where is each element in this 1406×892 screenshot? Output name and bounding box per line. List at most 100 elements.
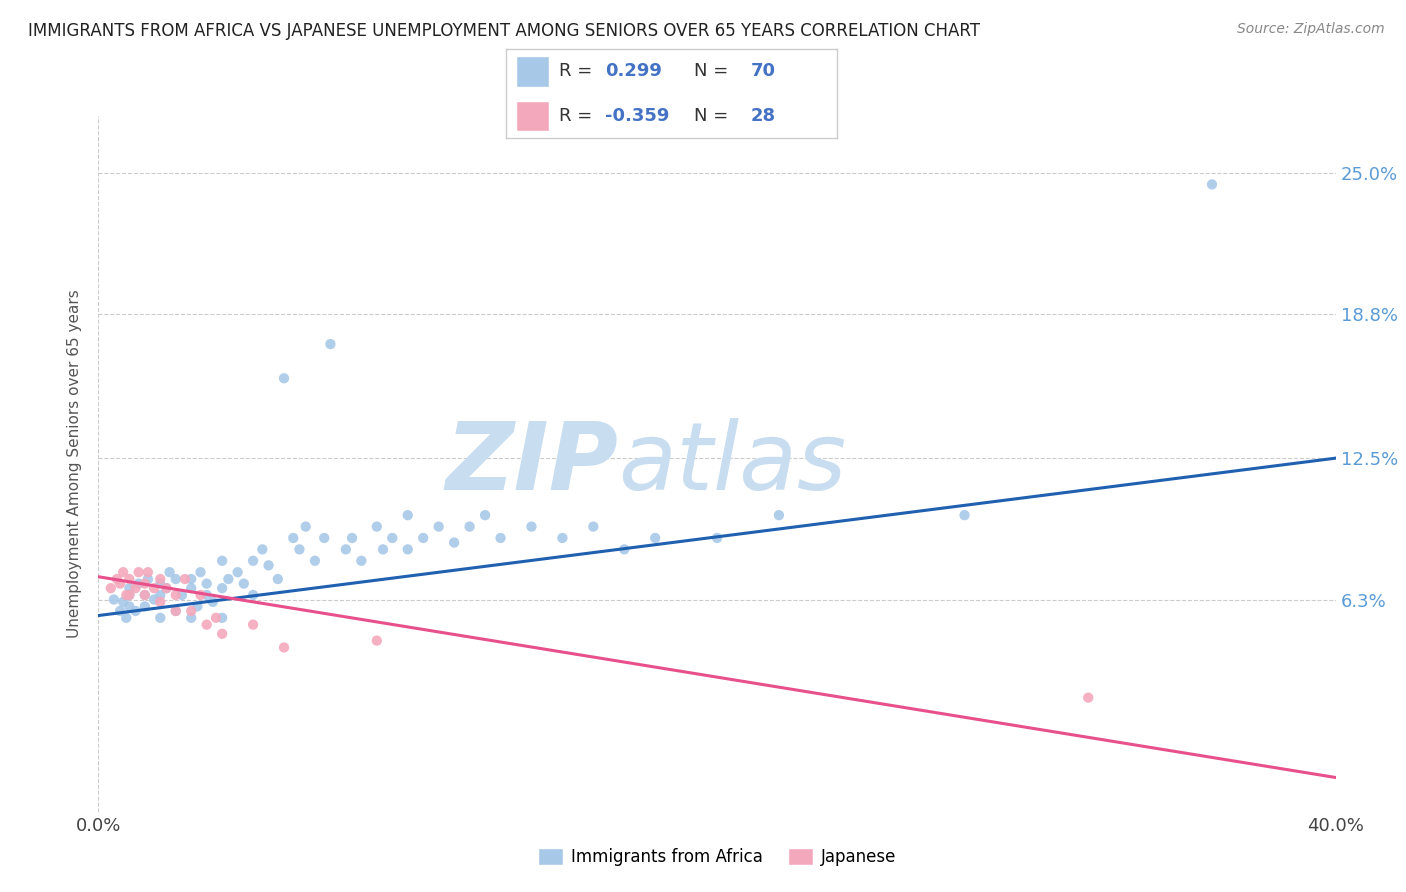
Point <box>180 611 202 625</box>
Point <box>551 531 574 545</box>
Point <box>103 592 125 607</box>
Point <box>294 519 316 533</box>
Text: R =: R = <box>560 62 598 80</box>
Point <box>1077 690 1099 705</box>
Text: atlas: atlas <box>619 418 846 509</box>
Point <box>195 617 218 632</box>
Point <box>319 337 342 351</box>
Text: R =: R = <box>560 107 598 125</box>
Point <box>211 611 233 625</box>
Point <box>112 595 135 609</box>
Text: N =: N = <box>695 107 734 125</box>
Point <box>149 588 172 602</box>
Point <box>267 572 290 586</box>
Point <box>443 535 465 549</box>
Point <box>350 554 373 568</box>
Point <box>273 640 295 655</box>
Text: ZIP: ZIP <box>446 417 619 510</box>
Point <box>143 592 166 607</box>
Point <box>124 581 146 595</box>
Point <box>149 572 172 586</box>
Legend: Immigrants from Africa, Japanese: Immigrants from Africa, Japanese <box>531 841 903 873</box>
Point <box>180 604 202 618</box>
Point <box>335 542 357 557</box>
Point <box>283 531 305 545</box>
Point <box>165 604 187 618</box>
Point <box>149 595 172 609</box>
Point <box>217 572 239 586</box>
Point <box>128 565 150 579</box>
Point <box>613 542 636 557</box>
Point <box>118 599 141 614</box>
Point <box>381 531 404 545</box>
Text: 70: 70 <box>751 62 776 80</box>
Point <box>134 576 156 591</box>
Point <box>190 588 212 602</box>
Point <box>165 572 187 586</box>
Point <box>149 611 172 625</box>
Point <box>257 558 280 573</box>
Point <box>371 542 394 557</box>
Point <box>155 581 177 595</box>
Point <box>458 519 481 533</box>
Point <box>304 554 326 568</box>
Text: IMMIGRANTS FROM AFRICA VS JAPANESE UNEMPLOYMENT AMONG SENIORS OVER 65 YEARS CORR: IMMIGRANTS FROM AFRICA VS JAPANESE UNEMP… <box>28 22 980 40</box>
Point <box>195 588 218 602</box>
Point <box>180 581 202 595</box>
Point <box>180 572 202 586</box>
Point <box>134 588 156 602</box>
Text: N =: N = <box>695 62 734 80</box>
Bar <box>516 101 550 131</box>
Point <box>226 565 249 579</box>
Point <box>112 565 135 579</box>
Point <box>136 572 159 586</box>
Point <box>232 576 254 591</box>
Point <box>134 599 156 614</box>
Point <box>205 611 228 625</box>
Point <box>201 595 224 609</box>
Point <box>768 508 790 523</box>
Point <box>195 576 218 591</box>
Point <box>128 576 150 591</box>
Point <box>108 576 131 591</box>
Point <box>143 581 166 595</box>
Point <box>118 588 141 602</box>
Point <box>149 576 172 591</box>
Bar <box>516 56 550 87</box>
Text: -0.359: -0.359 <box>605 107 669 125</box>
Point <box>134 588 156 602</box>
Point <box>582 519 605 533</box>
Text: Source: ZipAtlas.com: Source: ZipAtlas.com <box>1237 22 1385 37</box>
Point <box>118 572 141 586</box>
Point <box>124 604 146 618</box>
Point <box>1201 178 1223 192</box>
Point <box>242 554 264 568</box>
Text: 28: 28 <box>751 107 776 125</box>
Point <box>242 588 264 602</box>
Point <box>489 531 512 545</box>
Point <box>314 531 336 545</box>
Point <box>273 371 295 385</box>
Point <box>366 633 388 648</box>
Point <box>242 617 264 632</box>
Point <box>340 531 363 545</box>
Point <box>288 542 311 557</box>
Point <box>190 565 212 579</box>
Point <box>706 531 728 545</box>
Point <box>159 565 181 579</box>
Point <box>396 542 419 557</box>
Point <box>165 604 187 618</box>
Point <box>412 531 434 545</box>
Point <box>211 581 233 595</box>
Point <box>427 519 450 533</box>
Point <box>105 572 128 586</box>
Point <box>953 508 976 523</box>
Y-axis label: Unemployment Among Seniors over 65 years: Unemployment Among Seniors over 65 years <box>67 290 83 638</box>
Point <box>252 542 274 557</box>
Point <box>186 599 208 614</box>
Point <box>108 604 131 618</box>
Point <box>366 519 388 533</box>
Point <box>118 588 141 602</box>
Point <box>165 588 187 602</box>
Point <box>520 519 543 533</box>
